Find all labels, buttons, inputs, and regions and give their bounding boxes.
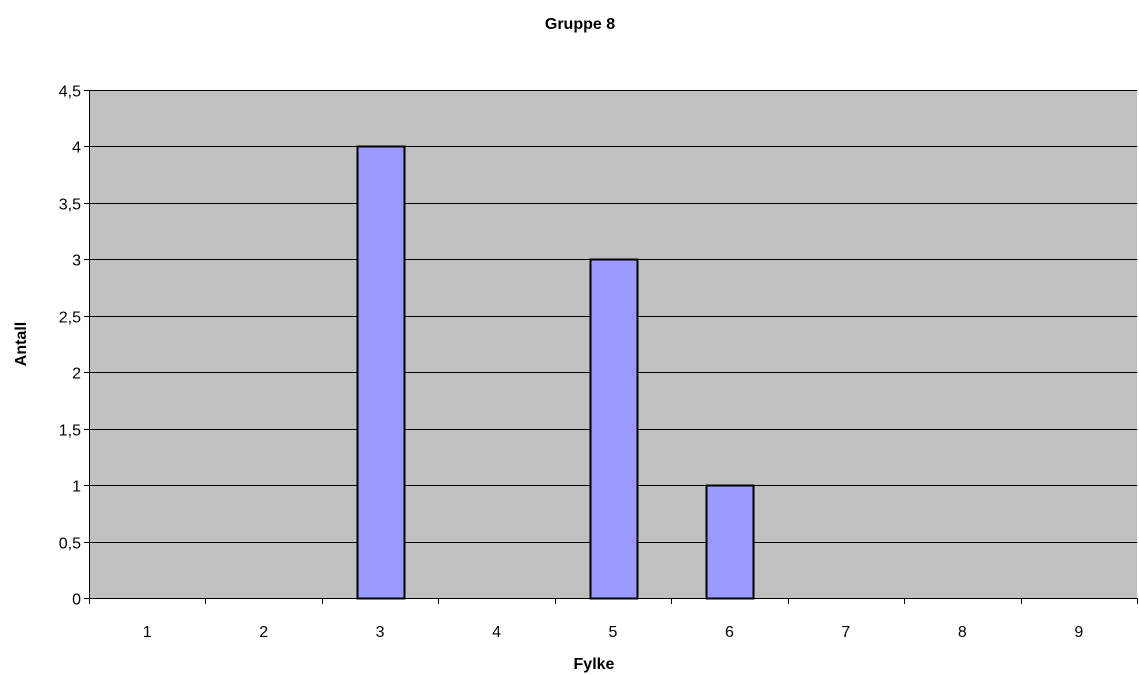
- bars: [356, 145, 755, 600]
- y-tick-labels: 0 0,5 1 1,5 2 2,5 3 3,5 4 4,5: [59, 84, 81, 609]
- y-tick-label: 3: [72, 253, 81, 270]
- x-tick-label: 7: [841, 624, 850, 641]
- bar: [589, 258, 639, 600]
- y-tick-label: 4,5: [59, 84, 81, 101]
- y-tick-label: 1,5: [59, 423, 81, 440]
- x-axis-title: Fylke: [574, 656, 615, 673]
- y-tick-label: 2,5: [59, 310, 81, 327]
- x-tick-label: 8: [958, 624, 967, 641]
- x-tick-label: 9: [1074, 624, 1083, 641]
- x-tick-label: 4: [492, 624, 501, 641]
- y-tick-label: 1: [72, 479, 81, 496]
- chart-title: Gruppe 8: [545, 16, 615, 33]
- x-tick-label: 1: [143, 624, 152, 641]
- x-tick-label: 6: [725, 624, 734, 641]
- x-tick-label: 2: [259, 624, 268, 641]
- x-tick-label: 3: [376, 624, 385, 641]
- y-tick-label: 4: [72, 140, 81, 157]
- y-tick-label: 0: [72, 592, 81, 609]
- x-tick-labels: 1 2 3 4 5 6 7 8 9: [143, 624, 1084, 641]
- x-tick-label: 5: [609, 624, 618, 641]
- y-axis-title: Antall: [13, 322, 30, 366]
- bar: [705, 484, 755, 600]
- y-tick-label: 2: [72, 366, 81, 383]
- y-tick-label: 3,5: [59, 197, 81, 214]
- axes: [84, 90, 1138, 604]
- y-tick-label: 0,5: [59, 536, 81, 553]
- bar: [356, 145, 406, 600]
